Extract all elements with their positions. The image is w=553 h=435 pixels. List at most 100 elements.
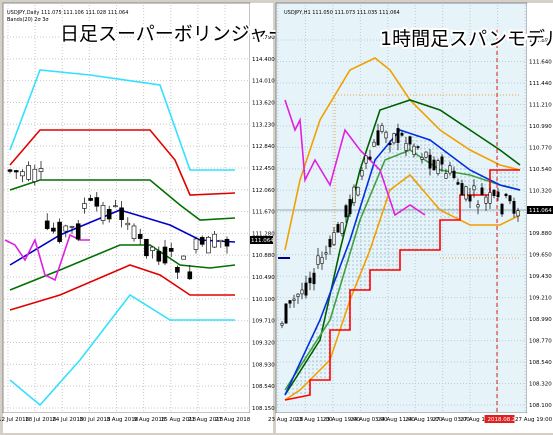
candle-body [63, 225, 69, 232]
left-header: USDJPY,Daily 111.075 111.106 111.028 111… [7, 10, 128, 16]
candle-body [32, 168, 38, 182]
candle-body [344, 205, 348, 218]
candle-body [500, 203, 504, 215]
candle-body [218, 239, 224, 243]
candle-body [456, 182, 460, 185]
left-price-axis [250, 3, 273, 413]
candle-body [162, 246, 168, 264]
candle-body [436, 160, 440, 175]
candle-body [13, 170, 19, 173]
candle-body [464, 186, 468, 200]
candle-body [88, 198, 93, 201]
candle-body [206, 236, 211, 254]
candle-body [348, 199, 352, 215]
candle-body [38, 168, 44, 172]
candle-body [26, 165, 31, 180]
price-label: 108.990 [529, 317, 552, 323]
candle-body [468, 195, 472, 202]
candle-body [100, 205, 106, 221]
candle-body [428, 154, 432, 169]
price-label: 110.770 [529, 145, 552, 151]
date-label: 9 Aug 2018 [134, 417, 166, 423]
candle-body [224, 238, 230, 247]
price-label: 111.280 [252, 231, 275, 237]
candle-body [448, 165, 452, 174]
candle-body [44, 220, 50, 229]
candle-body [284, 303, 288, 324]
candle-body [380, 125, 384, 132]
price-label: 111.210 [529, 102, 552, 108]
candle-body [452, 170, 456, 179]
price-label: 113.620 [252, 100, 275, 106]
candle-body [460, 183, 464, 196]
price-label: 108.540 [252, 384, 275, 390]
date-label: 24 Jul 2018 [52, 417, 84, 423]
price-label: 110.880 [252, 253, 275, 259]
price-label: 114.010 [252, 79, 275, 85]
date-label: 24 Aug 19:00 [405, 417, 443, 423]
date-label: 2018.08.27 16:00 [488, 417, 538, 423]
price-label: 110.540 [529, 167, 552, 173]
candle-body [119, 207, 124, 221]
candle-body [336, 224, 340, 233]
candle-body [7, 169, 13, 172]
date-label: 15 Aug 2018 [161, 417, 197, 423]
price-label: 109.430 [529, 274, 552, 280]
candle-body [444, 173, 448, 179]
candle-body [472, 185, 476, 191]
candle-body [69, 226, 75, 228]
candle-body [280, 323, 284, 326]
candle-body [106, 209, 112, 220]
band-3sigma-upper [9, 69, 235, 171]
price-label: 108.320 [529, 382, 552, 388]
price-label: 114.400 [252, 57, 275, 63]
date-label: 30 Jul 2018 [79, 417, 111, 423]
candle-body [480, 187, 484, 196]
date-label: 27 Aug 03:00 [433, 417, 471, 423]
candle-body [504, 193, 508, 196]
candle-body [424, 151, 428, 158]
candle-body [156, 250, 162, 262]
right-current-price: 111.064 [529, 208, 552, 214]
candle-body [360, 170, 364, 177]
price-label: 108.100 [529, 403, 552, 409]
candle-body [404, 142, 408, 151]
price-label: 108.540 [529, 360, 552, 366]
price-label: 109.320 [252, 341, 275, 347]
left-current-price: 111.064 [251, 238, 274, 244]
candle-body [364, 155, 368, 164]
candle-body [57, 221, 62, 242]
candle-body [316, 255, 320, 265]
candle-body [150, 246, 155, 251]
candle-body [175, 266, 180, 273]
right-grid [277, 5, 526, 412]
candle-body [432, 159, 436, 171]
price-label: 111.670 [252, 210, 275, 216]
date-label: 27 Aug 11:00 [460, 417, 498, 423]
candle-body [312, 272, 316, 285]
candle-body [420, 157, 424, 160]
price-label: 108.930 [252, 362, 275, 368]
candle-body [328, 238, 332, 248]
candle-body [94, 197, 100, 207]
price-label: 111.440 [529, 81, 552, 87]
candle-body [396, 128, 400, 143]
candle-body [82, 203, 87, 209]
price-label: 112.060 [252, 188, 275, 194]
left-price-labels: 114.790 114.400 114.010 113.620 113.230 112.8… [252, 35, 275, 412]
right-header: USDJPY,H1 111.050 111.073 111.035 111.06… [284, 10, 400, 16]
price-label: 109.210 [529, 296, 552, 302]
candle-body [516, 210, 520, 217]
candle-body [372, 141, 376, 147]
left-candles [7, 160, 230, 280]
price-label: 109.650 [529, 253, 552, 259]
date-label: 23 Aug 19:00 [323, 417, 361, 423]
candle-body [392, 133, 396, 144]
price-label: 111.640 [529, 59, 552, 65]
candle-body [187, 271, 193, 280]
date-highlight [484, 415, 515, 423]
candle-body [296, 293, 300, 297]
date-label: 3 Aug 2018 [107, 417, 139, 423]
